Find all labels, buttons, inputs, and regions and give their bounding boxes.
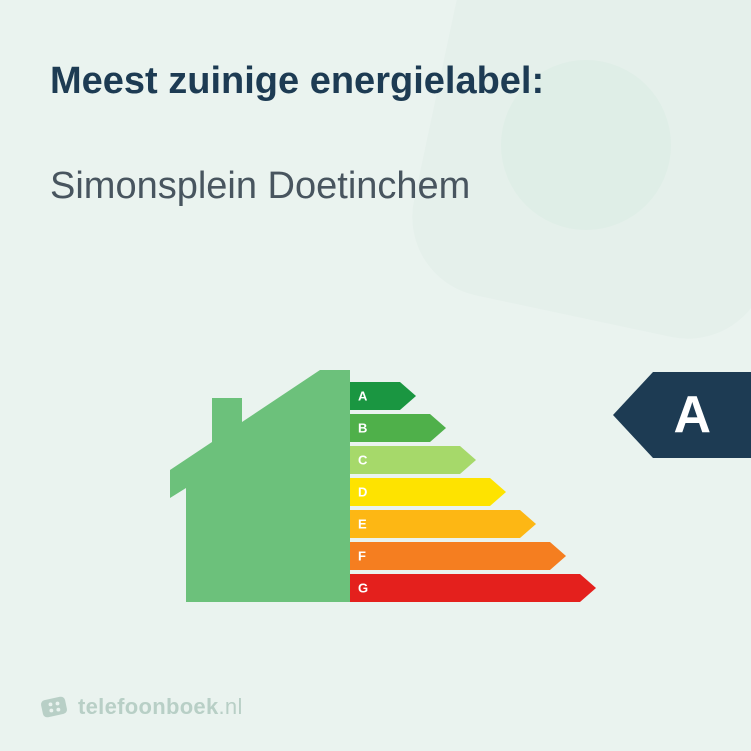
rating-letter: A [673,385,711,445]
brand-name-thin: .nl [219,694,243,719]
energy-bar-arrow [460,446,476,474]
energy-bar-body [350,542,550,570]
energy-bar-letter: B [358,421,367,436]
energy-bar-letter: A [358,389,367,404]
energy-bar-letter: C [358,453,367,468]
rating-badge: A [613,372,751,458]
energy-bar-letter: F [358,549,366,564]
energy-bar-body [350,510,520,538]
brand-icon [40,693,68,721]
energy-bar-arrow [400,382,416,410]
rating-badge-arrow [613,372,653,458]
card-title: Meest zuinige energielabel: [50,60,544,103]
energy-bar-body [350,574,580,602]
energy-bar-letter: G [358,581,368,596]
energy-bar-letter: E [358,517,367,532]
energy-bar-arrow [490,478,506,506]
energy-bar-arrow [430,414,446,442]
brand-name: telefoonboek.nl [78,694,243,720]
energy-bar-letter: D [358,485,367,500]
house-icon [170,370,350,602]
energy-bar-body [350,478,490,506]
energy-bar-arrow [520,510,536,538]
rating-badge-body: A [653,372,751,458]
brand-name-bold: telefoonboek [78,694,219,719]
energy-label-graphic: A B C D E F G [170,370,470,620]
card-subtitle: Simonsplein Doetinchem [50,165,470,208]
brand-footer: telefoonboek.nl [40,693,243,721]
energy-label-card: Meest zuinige energielabel: Simonsplein … [0,0,751,751]
energy-bar-arrow [580,574,596,602]
energy-bar-arrow [550,542,566,570]
